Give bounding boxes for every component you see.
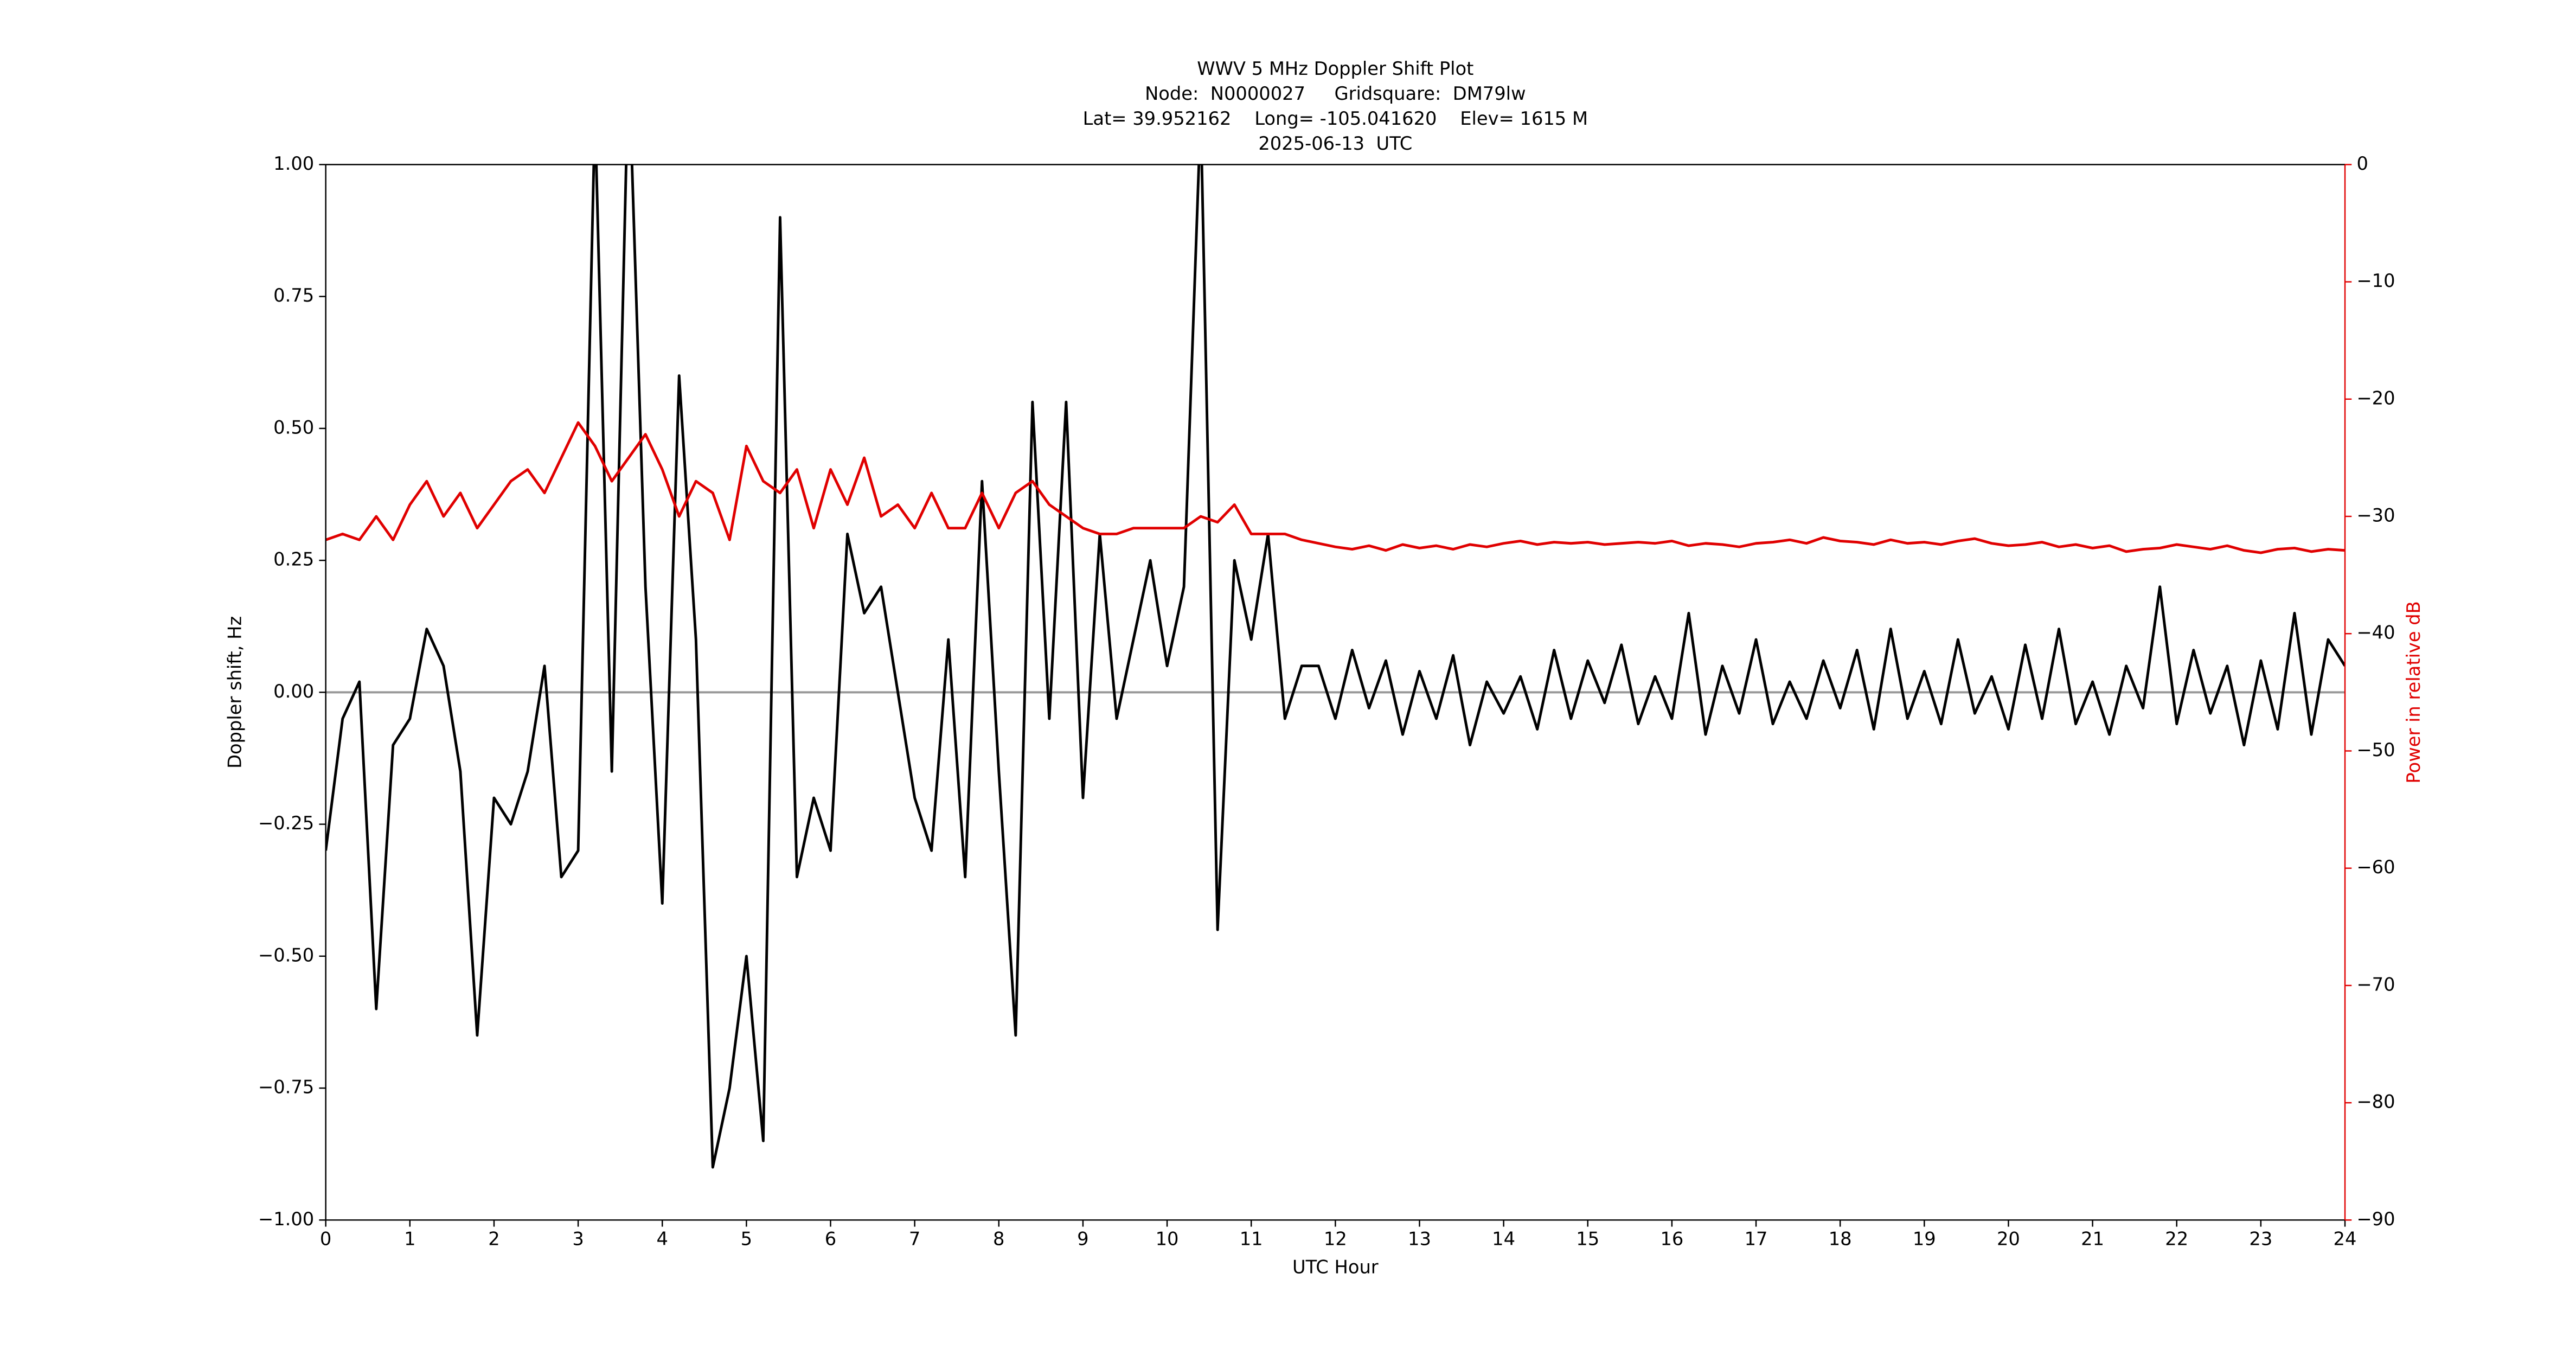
y2-tick-label: −70 [2356, 974, 2395, 995]
y2-tick-label: −30 [2356, 505, 2395, 526]
y-tick-label: 1.00 [273, 153, 314, 174]
doppler-line [325, 164, 2346, 1169]
y2-tick-label: −10 [2356, 270, 2395, 291]
x-tick-label: 0 [320, 1229, 331, 1250]
y2-tick-label: −80 [2356, 1091, 2395, 1112]
x-tick-label: 24 [2334, 1229, 2357, 1250]
x-tick-label: 6 [825, 1229, 836, 1250]
y2-tick-label: −90 [2356, 1208, 2395, 1230]
x-tick-label: 16 [1660, 1229, 1683, 1250]
chart-subtitle: 2025-06-13 UTC [1258, 133, 1412, 154]
y2-tick-label: −50 [2356, 739, 2395, 760]
y-tick-label: 0.25 [273, 549, 314, 570]
chart-subtitle: Node: N0000027 Gridsquare: DM79lw [1145, 83, 1526, 104]
x-tick-label: 7 [909, 1229, 920, 1250]
x-axis-label: UTC Hour [1292, 1257, 1379, 1278]
x-tick-label: 21 [2081, 1229, 2104, 1250]
x-tick-label: 10 [1156, 1229, 1179, 1250]
x-tick-label: 3 [572, 1229, 584, 1250]
x-tick-label: 2 [488, 1229, 499, 1250]
y-tick-label: −1.00 [258, 1208, 314, 1230]
y2-tick-label: 0 [2356, 153, 2368, 174]
x-tick-label: 11 [1240, 1229, 1263, 1250]
x-tick-label: 4 [657, 1229, 668, 1250]
x-tick-label: 20 [1997, 1229, 2020, 1250]
x-tick-label: 5 [741, 1229, 752, 1250]
power-line [325, 421, 2346, 554]
y-tick-label: −0.25 [258, 813, 314, 834]
x-tick-label: 13 [1408, 1229, 1431, 1250]
x-tick-label: 22 [2165, 1229, 2188, 1250]
x-tick-label: 15 [1576, 1229, 1599, 1250]
x-tick-label: 8 [993, 1229, 1004, 1250]
y-tick-label: −0.75 [258, 1077, 314, 1098]
x-tick-label: 12 [1324, 1229, 1347, 1250]
y-tick-label: −0.50 [258, 944, 314, 965]
y-axis-label: Doppler shift, Hz [225, 616, 246, 769]
x-tick-label: 23 [2249, 1229, 2272, 1250]
x-tick-label: 1 [404, 1229, 415, 1250]
y-tick-label: 0.00 [273, 681, 314, 702]
x-tick-label: 17 [1745, 1229, 1768, 1250]
plot-lines [325, 164, 2346, 1169]
x-tick-label: 19 [1913, 1229, 1936, 1250]
y2-tick-label: −40 [2356, 622, 2395, 643]
y2-tick-label: −60 [2356, 856, 2395, 878]
y2-tick-label: −20 [2356, 387, 2395, 408]
chart-subtitle: Lat= 39.952162 Long= -105.041620 Elev= 1… [1083, 108, 1588, 129]
x-tick-label: 18 [1829, 1229, 1852, 1250]
x-tick-label: 14 [1492, 1229, 1515, 1250]
y2-axis-label: Power in relative dB [2403, 601, 2424, 783]
x-tick-label: 9 [1077, 1229, 1088, 1250]
chart-title: WWV 5 MHz Doppler Shift Plot [1197, 58, 1473, 79]
y-tick-label: 0.50 [273, 417, 314, 438]
y-tick-label: 0.75 [273, 285, 314, 306]
